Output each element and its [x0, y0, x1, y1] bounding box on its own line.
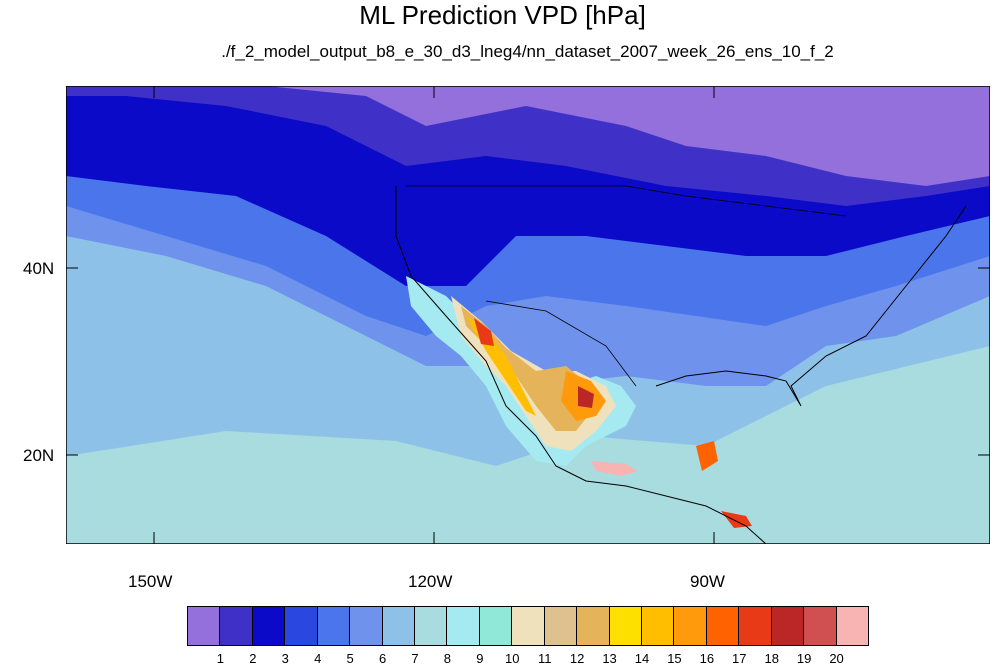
- colorbar-tick-label: 16: [699, 651, 715, 666]
- colorbar-swatch: [543, 606, 578, 646]
- colorbar-tick-label: 7: [411, 651, 419, 666]
- field-dry-17: [696, 441, 718, 471]
- field-dry-19: [578, 386, 594, 408]
- east-coastline: [655, 205, 967, 407]
- colorbar-tick-label: 4: [314, 651, 322, 666]
- colorbar-swatch: [835, 606, 869, 646]
- lon-label-120w: 120W: [408, 572, 453, 591]
- colorbar-swatch: [673, 606, 707, 646]
- lon-label-150w: 150W: [128, 572, 173, 591]
- vpd-field: [66, 86, 990, 544]
- map-frame: [66, 86, 990, 544]
- colorbar-swatch: [738, 606, 772, 646]
- colorbar-tick-label: 17: [732, 651, 747, 666]
- west-coastline: [395, 186, 767, 544]
- field-band-7: [66, 346, 990, 544]
- colorbar-swatch: [414, 606, 448, 646]
- colorbar-tick-label: 18: [764, 651, 779, 666]
- colorbar-swatch: [803, 606, 837, 646]
- colorbar-swatch: [576, 606, 610, 646]
- colorbar-swatch: [770, 606, 805, 646]
- map-panel: [66, 86, 990, 544]
- colorbar-tick-label: 13: [602, 651, 617, 666]
- colorbar-tick-label: 14: [634, 651, 650, 666]
- colorbar-tick-label: 3: [281, 651, 289, 666]
- lat-label-40n: 40N: [23, 259, 55, 278]
- map-subtitle: ./f_2_model_output_b8_e_30_d3_lneg4/nn_d…: [221, 42, 834, 61]
- mexico-border: [485, 300, 637, 387]
- colorbar-tick-label: 2: [249, 651, 257, 666]
- colorbar-tick-label: 5: [346, 651, 354, 666]
- colorbar-swatch: [219, 606, 253, 646]
- colorbar-swatch: [511, 606, 545, 646]
- field-dry-18: [474, 318, 494, 346]
- colorbar-tick-label: 9: [476, 651, 484, 666]
- lon-label-90w: 90W: [690, 572, 725, 591]
- colorbar-swatch: [608, 606, 642, 646]
- colorbar-tick-label: 15: [667, 651, 682, 666]
- colorbar-swatch: [349, 606, 383, 646]
- colorbar-tick-label: 6: [378, 651, 387, 666]
- field-dry-18b: [721, 511, 752, 528]
- colorbar-tick-label: 11: [537, 651, 552, 666]
- colorbar-swatch: [284, 606, 318, 646]
- colorbar-swatch: [187, 606, 221, 646]
- field-band-1: [266, 86, 990, 186]
- map-title: ML Prediction VPD [hPa]: [359, 0, 646, 30]
- colorbar-tick-label: 8: [443, 651, 452, 666]
- colorbar-swatch: [641, 606, 675, 646]
- colorbar-swatch: [478, 606, 513, 646]
- canada-border: [406, 185, 847, 217]
- colorbar-swatch: [705, 606, 740, 646]
- colorbar-tick-label: 19: [796, 651, 812, 666]
- colorbar-tick-label: 1: [216, 651, 225, 666]
- colorbar-swatch: [446, 606, 480, 646]
- colorbar-swatch: [381, 606, 415, 646]
- colorbar-tick-label: 12: [569, 651, 585, 666]
- field-dry-20: [591, 461, 638, 476]
- colorbar: [187, 606, 869, 648]
- colorbar-tick-label: 20: [829, 651, 844, 666]
- colorbar-tick-label: 10: [505, 651, 520, 666]
- lat-label-20n: 20N: [23, 446, 55, 465]
- colorbar-swatch: [316, 606, 351, 646]
- colorbar-swatch: [251, 606, 286, 646]
